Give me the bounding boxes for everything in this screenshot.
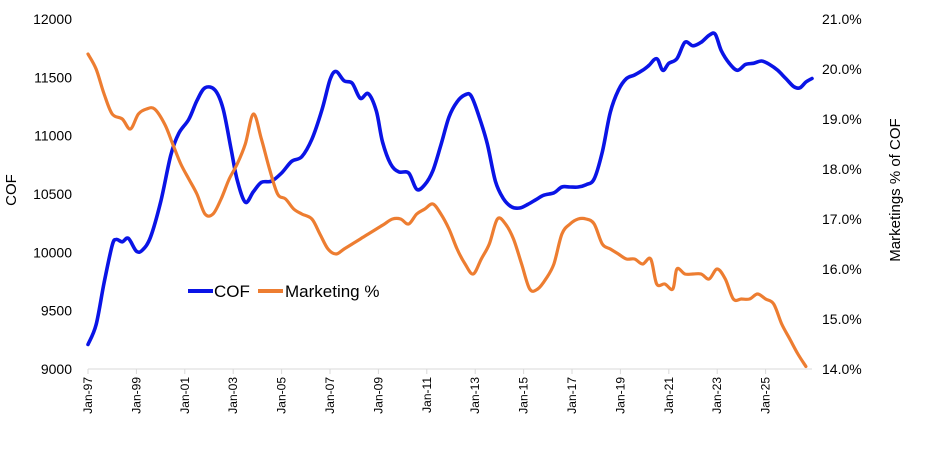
x-tick-label: Jan-23 (710, 377, 724, 414)
x-tick-label: Jan-19 (613, 377, 627, 414)
right-axis-title: Marketings % of COF (887, 118, 904, 261)
right-tick-label: 17.0% (822, 211, 862, 227)
x-tick-label: Jan-17 (565, 377, 579, 414)
left-tick-label: 11500 (34, 69, 72, 85)
x-tick-label: Jan-99 (129, 377, 143, 414)
series-group (86, 31, 814, 369)
left-tick-label: 12000 (33, 11, 72, 27)
x-tick-label: Jan-13 (468, 377, 482, 414)
x-tick-label: Jan-97 (81, 377, 95, 414)
x-tick-label: Jan-21 (662, 377, 676, 414)
x-axis: Jan-97 Jan-99 Jan-01 Jan-03 Jan-05 Jan-07 Jan-… (81, 369, 773, 414)
x-tick-label: Jan-09 (371, 377, 385, 414)
right-tick-label: 16.0% (822, 261, 862, 277)
right-tick-label: 21.0% (822, 11, 862, 27)
x-tick-label: Jan-25 (759, 377, 773, 414)
right-tick-label: 18.0% (822, 161, 862, 177)
right-tick-label: 15.0% (822, 311, 862, 327)
legend-label-cof: COF (214, 282, 250, 301)
left-tick-label: 9000 (41, 361, 72, 377)
right-y-axis: 14.0% 15.0% 16.0% 17.0% 18.0% 19.0% 20.0% 21.0% (822, 11, 862, 377)
left-tick-label: 10000 (33, 244, 72, 260)
x-tick-label: Jan-11 (420, 377, 434, 413)
series-line-cof (86, 31, 814, 347)
legend: COF Marketing % (188, 282, 379, 301)
legend-label-marketing: Marketing % (285, 282, 379, 301)
right-tick-label: 19.0% (822, 111, 862, 127)
x-tick-label: Jan-01 (178, 377, 192, 414)
left-y-axis: 9000 9500 10000 10500 11000 11500 12000 (33, 11, 72, 377)
left-tick-label: 10500 (33, 186, 72, 202)
x-tick-label: Jan-15 (517, 377, 531, 414)
left-tick-label: 9500 (41, 303, 72, 319)
right-tick-label: 20.0% (822, 61, 862, 77)
left-tick-label: 11000 (34, 128, 72, 144)
x-tick-label: Jan-07 (323, 377, 337, 414)
x-tick-label: Jan-03 (226, 377, 240, 414)
x-tick-label: Jan-05 (275, 377, 289, 414)
series-line-marketing (86, 52, 808, 369)
left-axis-title: COF (3, 174, 20, 206)
right-tick-label: 14.0% (822, 361, 862, 377)
